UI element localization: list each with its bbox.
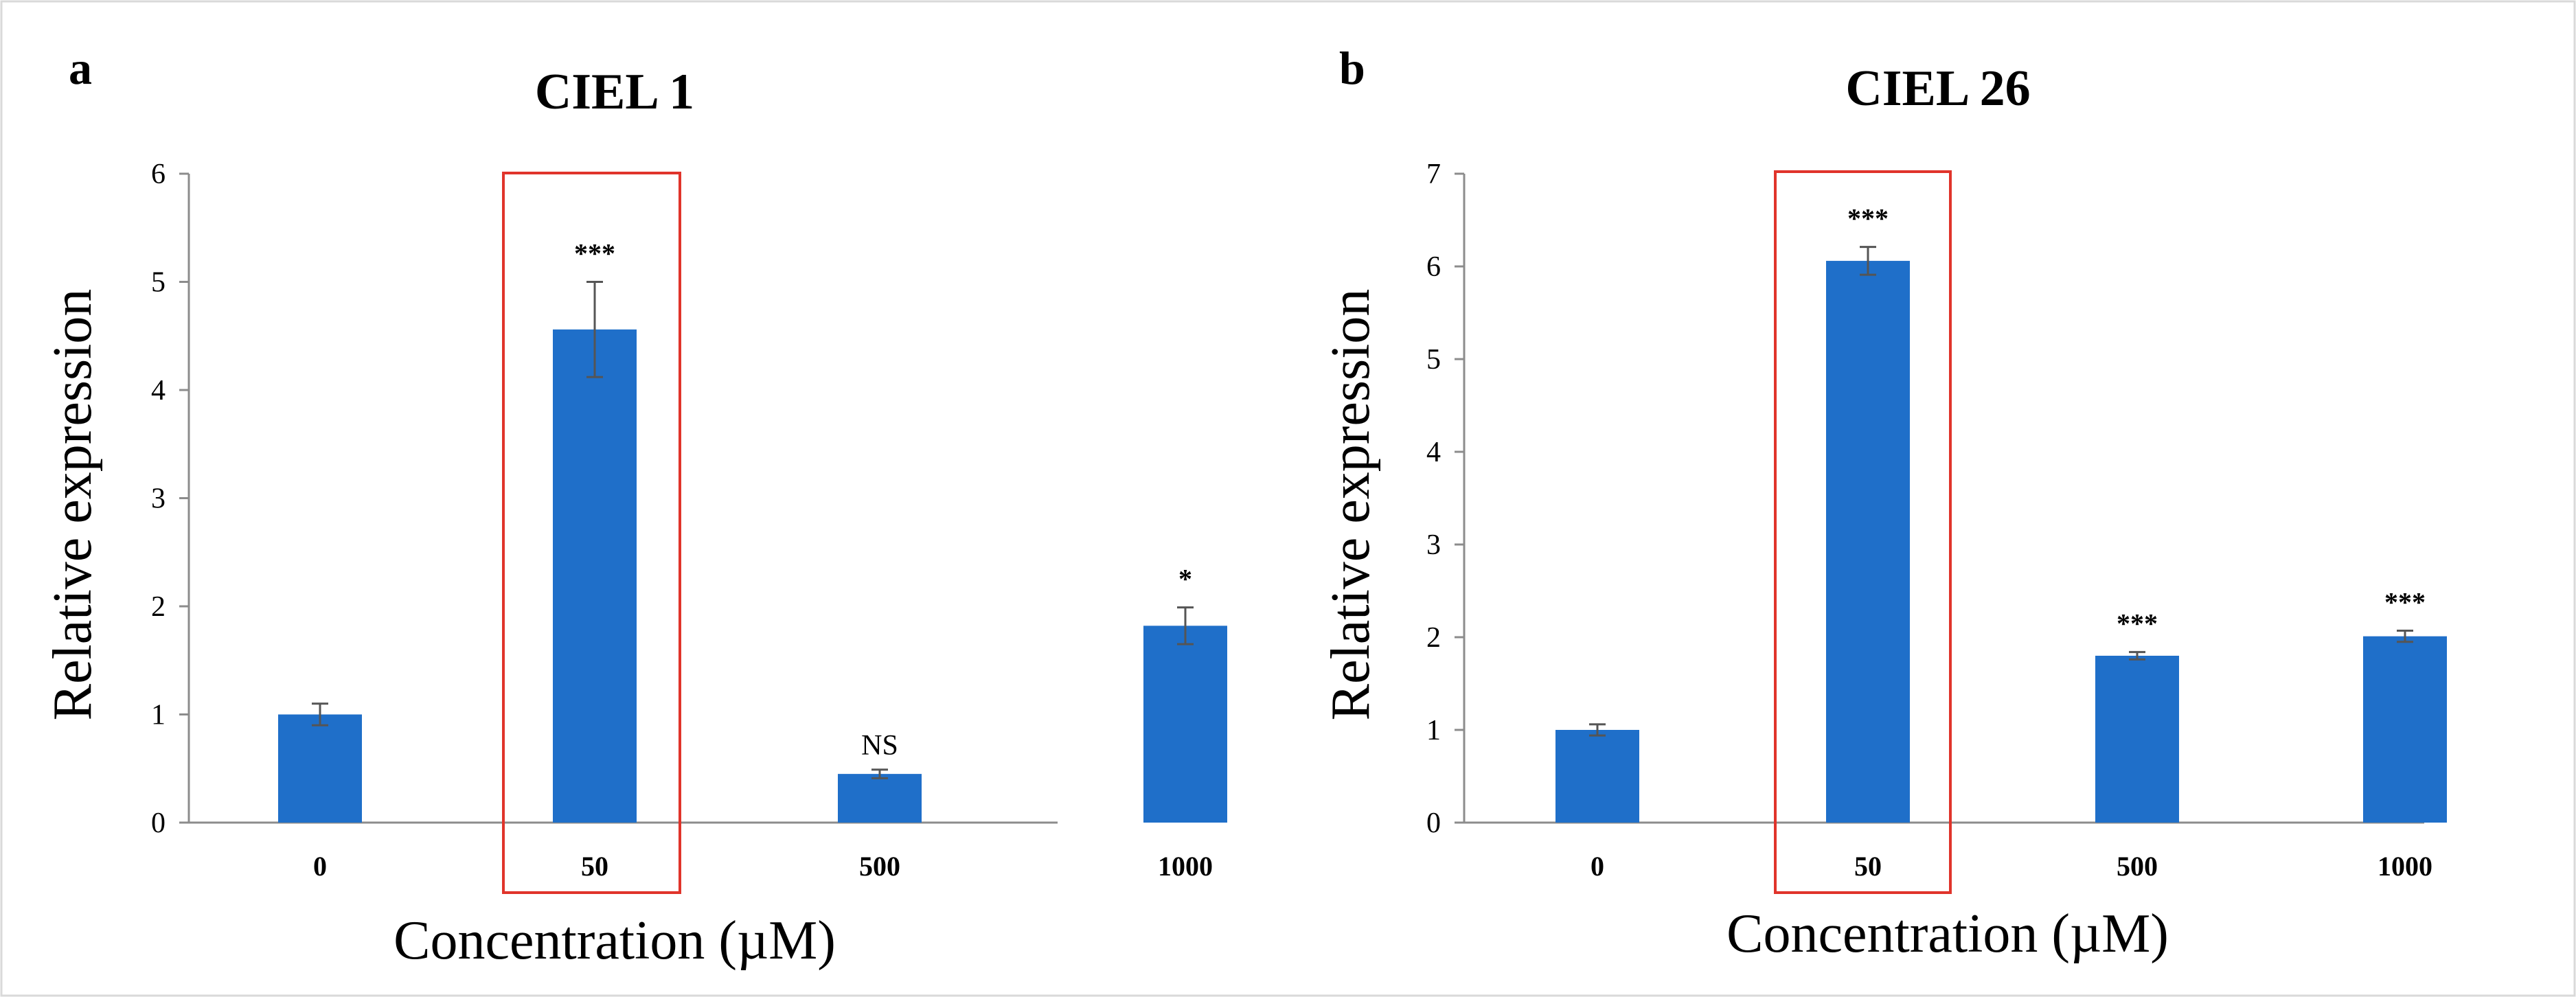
panel-a-significance-label-1000: * (1178, 564, 1192, 595)
panel-a-bar-0 (278, 714, 362, 823)
panel-b-y-tick-label: 0 (1426, 807, 1441, 839)
panel-a-significance-label-500: NS (861, 730, 898, 761)
panel-a-title: CIEL 1 (535, 64, 694, 120)
panel-a-y-tick-label: 0 (151, 807, 166, 839)
panel-a-significance-label-50: *** (574, 238, 615, 269)
panel-a-x-tick-label-0: 0 (313, 851, 327, 882)
panel-a-y-tick-label: 5 (151, 267, 166, 299)
panel-b-bar-1000 (2363, 636, 2447, 823)
panel-a-y-tick-label: 2 (151, 591, 166, 623)
panel-a-x-tick-label-500: 500 (859, 851, 900, 882)
panel-b-y-tick-label: 7 (1426, 159, 1441, 190)
panel-b-bar-0 (1555, 730, 1639, 823)
panel-a-bar-1000 (1143, 626, 1227, 823)
panel-a-y-tick-label: 3 (151, 483, 166, 515)
panel-b-y-tick-label: 4 (1426, 437, 1441, 468)
panel-b-y-tick-label: 5 (1426, 344, 1441, 376)
panel-b-y-tick-label: 2 (1426, 622, 1441, 654)
panel-b-plot-area: 0 1 2 3 4 5 6 7 0 50 *** 500 *** 1000 *** (1426, 159, 2447, 894)
panel-b-x-tick-label-0: 0 (1591, 851, 1604, 882)
panel-a-x-tick-label-50: 50 (581, 851, 608, 882)
panel-b-x-tick-label-1000: 1000 (2378, 851, 2432, 882)
panel-a-letter: a (69, 42, 92, 94)
panel-b-y-tick-label: 3 (1426, 529, 1441, 561)
panel-b-letter: b (1339, 42, 1365, 94)
panel-a-x-tick-label-1000: 1000 (1158, 851, 1213, 882)
panel-b-chart: b CIEL 26 Relative expression Concentrat… (1321, 42, 2447, 964)
panel-a-chart: a CIEL 1 Relative expression Concentrati… (43, 42, 1227, 971)
panel-a-y-tick-label: 4 (151, 375, 166, 406)
panel-b-y-tick-label: 6 (1426, 251, 1441, 283)
panel-b-y-tick-label: 1 (1426, 715, 1441, 746)
panel-b-significance-label-1000: *** (2384, 587, 2426, 618)
panel-b-significance-label-500: *** (2117, 608, 2158, 639)
panel-a-bar-500 (838, 774, 922, 823)
panel-a-y-axis-label: Relative expression (43, 289, 103, 721)
panel-b-highlight-box-50 (1774, 170, 1952, 894)
panel-b-title: CIEL 26 (1845, 60, 2030, 117)
panel-a-highlight-box-50 (502, 172, 681, 894)
panel-b-x-tick-label-50: 50 (1854, 851, 1882, 882)
panel-b-y-axis-label: Relative expression (1321, 289, 1381, 721)
panel-a-y-tick-label: 6 (151, 159, 166, 190)
panel-a-plot-area: 0 1 2 3 4 5 6 0 50 *** 500 NS 1000 * (151, 159, 1227, 894)
panel-a-bar-50 (553, 329, 637, 823)
panel-b-significance-label-50: *** (1847, 203, 1889, 234)
panel-b-bar-50 (1826, 260, 1910, 823)
panel-b-x-axis-label: Concentration (µM) (1726, 904, 2169, 964)
panel-a-y-tick-label: 1 (151, 700, 166, 731)
panel-b-x-tick-label-500: 500 (2117, 851, 2158, 882)
panel-b-bar-500 (2095, 656, 2179, 823)
panel-a-x-axis-label: Concentration (µM) (394, 910, 836, 971)
